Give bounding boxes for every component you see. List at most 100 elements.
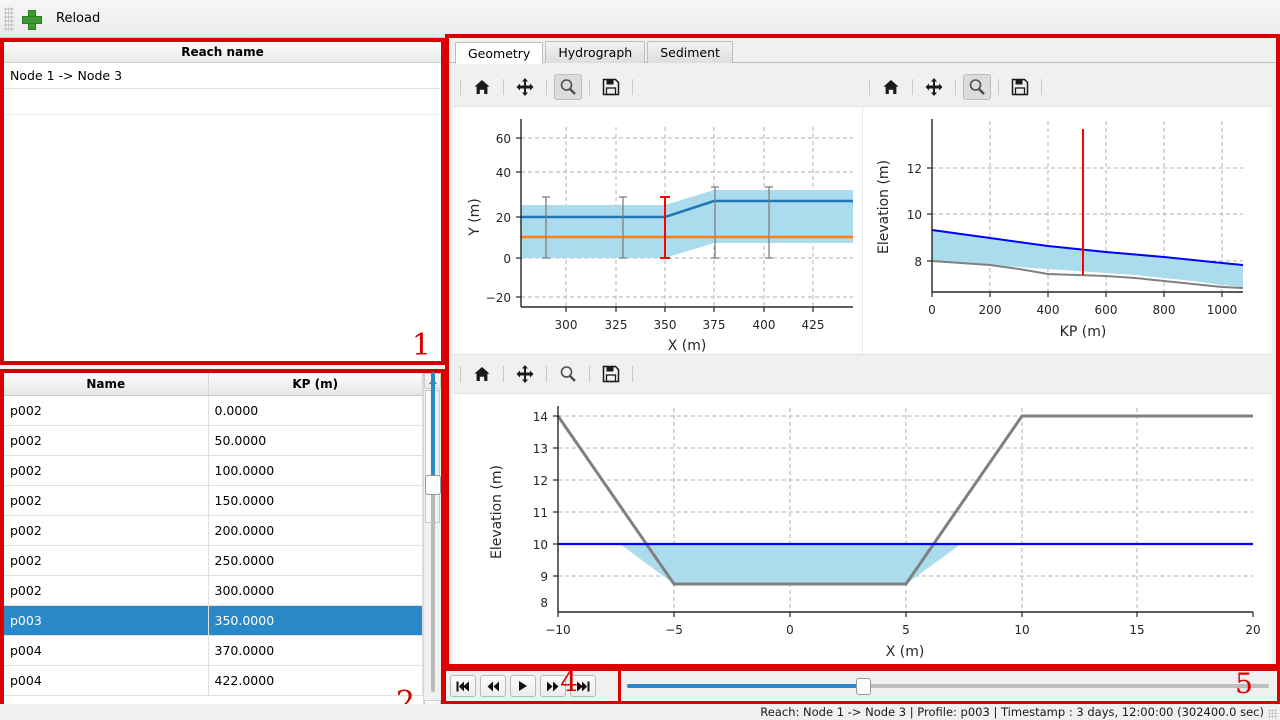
cell-kp: 422.0000 — [208, 665, 423, 696]
toolbar-drag-handle[interactable] — [4, 6, 14, 31]
tab-geometry[interactable]: Geometry — [455, 42, 544, 64]
column-header-name[interactable]: Name — [4, 373, 209, 396]
cell-kp: 350.0000 — [208, 605, 423, 636]
playback-controls: 4 — [443, 665, 621, 704]
cross-section-xlabel: X (m) — [886, 644, 925, 660]
cell-kp: 0.0000 — [208, 395, 423, 426]
slider-thumb[interactable] — [425, 475, 441, 495]
tab-hydrograph[interactable]: Hydrograph — [545, 41, 646, 63]
svg-text:200: 200 — [979, 303, 1002, 317]
tab-sediment-label: Sediment — [660, 45, 720, 60]
tab-geometry-label: Geometry — [468, 45, 531, 61]
zoom-icon[interactable] — [963, 73, 991, 100]
app-toolbar: Reload — [0, 0, 1280, 38]
time-slider-fill — [627, 684, 865, 688]
svg-text:60: 60 — [496, 132, 511, 146]
cell-name: p002 — [4, 395, 209, 426]
step-backward-button[interactable] — [480, 675, 506, 697]
planview-ylabel: Y (m) — [467, 198, 483, 237]
step-forward-button[interactable] — [540, 675, 566, 697]
longitudinal-profile-chart[interactable]: 12 10 8 0 200 400 600 800 1000 KP (m) El… — [862, 107, 1271, 354]
profile-table-header-row: Name KP (m) — [4, 373, 423, 396]
svg-text:11: 11 — [533, 506, 548, 520]
svg-text:20: 20 — [496, 211, 511, 225]
save-icon[interactable] — [597, 74, 625, 100]
svg-text:−5: −5 — [665, 623, 683, 637]
table-row[interactable]: p002 100.0000 — [4, 455, 423, 486]
cell-name: p002 — [4, 545, 209, 576]
home-icon[interactable] — [468, 361, 496, 387]
svg-text:350: 350 — [654, 318, 677, 332]
cross-section-chart[interactable]: 14 13 12 11 10 9 8 −10 −5 0 5 10 15 20 X… — [453, 394, 1272, 664]
pan-icon[interactable] — [511, 74, 539, 100]
svg-text:400: 400 — [753, 318, 776, 332]
svg-text:300: 300 — [555, 318, 578, 332]
svg-text:−20: −20 — [486, 291, 511, 305]
table-row[interactable]: p002 200.0000 — [4, 515, 423, 546]
channel-band — [521, 190, 853, 258]
svg-text:10: 10 — [907, 208, 922, 222]
svg-text:325: 325 — [605, 318, 628, 332]
plus-icon[interactable] — [22, 9, 42, 30]
table-row[interactable]: p002 300.0000 — [4, 575, 423, 606]
table-row[interactable]: p004 422.0000 — [4, 665, 423, 696]
pan-icon[interactable] — [920, 74, 948, 100]
time-slider-thumb[interactable] — [855, 678, 871, 695]
tab-sediment[interactable]: Sediment — [647, 41, 733, 63]
cell-name: p004 — [4, 665, 209, 696]
cell-kp: 150.0000 — [208, 485, 423, 516]
water-area — [620, 544, 961, 584]
reach-row[interactable]: Node 1 -> Node 3 — [4, 63, 441, 89]
skip-to-end-button[interactable] — [570, 675, 596, 697]
home-icon[interactable] — [877, 74, 905, 100]
window-resize-grip[interactable] — [1268, 709, 1278, 719]
table-row[interactable]: p002 0.0000 — [4, 395, 423, 426]
svg-text:5: 5 — [902, 623, 910, 637]
save-icon[interactable] — [597, 361, 625, 387]
time-slider-track — [627, 684, 1269, 688]
table-row[interactable]: p004 370.0000 — [4, 635, 423, 666]
column-header-kp[interactable]: KP (m) — [208, 373, 423, 396]
reach-empty-row — [4, 89, 441, 115]
time-slider[interactable] — [627, 676, 1269, 696]
zoom-icon[interactable] — [554, 73, 582, 100]
svg-text:425: 425 — [802, 318, 825, 332]
table-row[interactable]: p003 350.0000 — [4, 605, 423, 636]
svg-text:−10: −10 — [545, 623, 570, 637]
table-row[interactable]: p002 250.0000 — [4, 545, 423, 576]
longitudinal-ylabel: Elevation (m) — [876, 160, 892, 254]
table-row[interactable]: p002 50.0000 — [4, 425, 423, 456]
vertical-value-slider[interactable] — [424, 372, 442, 692]
profile-table: Name KP (m) p002 0.0000 p002 50.0000 p002 100… — [4, 373, 423, 696]
play-button[interactable] — [510, 675, 536, 697]
reach-table-header: Reach name — [4, 42, 441, 63]
planview-chart[interactable]: 60 40 20 0 −20 300 325 350 375 400 425 X… — [453, 107, 862, 354]
water-surface-line — [931, 229, 1244, 266]
skip-to-start-button[interactable] — [450, 675, 476, 697]
left-column: Reach name Node 1 -> Node 3 1 Name KP (m… — [0, 38, 445, 720]
slider-track — [431, 372, 435, 692]
svg-text:800: 800 — [1153, 303, 1176, 317]
svg-text:400: 400 — [1037, 303, 1060, 317]
cell-name: p002 — [4, 575, 209, 606]
save-icon[interactable] — [1006, 74, 1034, 100]
profile-table-scroll-area: Name KP (m) p002 0.0000 p002 50.0000 p002 100… — [4, 373, 423, 716]
selected-cross-section-marker — [660, 196, 670, 259]
reach-column-header: Reach name — [181, 45, 264, 59]
water-area — [932, 230, 1243, 287]
bed-line — [931, 260, 1244, 289]
svg-text:375: 375 — [703, 318, 726, 332]
cross-section-toolbar — [453, 354, 1272, 394]
pan-icon[interactable] — [511, 361, 539, 387]
status-text: Reach: Node 1 -> Node 3 | Profile: p003 … — [760, 705, 1264, 719]
geometry-tab-content: 60 40 20 0 −20 300 325 350 375 400 425 X… — [453, 67, 1272, 664]
svg-text:40: 40 — [496, 166, 511, 180]
cell-kp: 50.0000 — [208, 425, 423, 456]
home-icon[interactable] — [468, 74, 496, 100]
svg-text:20: 20 — [1245, 623, 1260, 637]
annotation-marker-1: 1 — [411, 328, 431, 363]
table-row[interactable]: p002 150.0000 — [4, 485, 423, 516]
zoom-icon[interactable] — [554, 361, 582, 387]
reload-button[interactable]: Reload — [56, 11, 101, 26]
